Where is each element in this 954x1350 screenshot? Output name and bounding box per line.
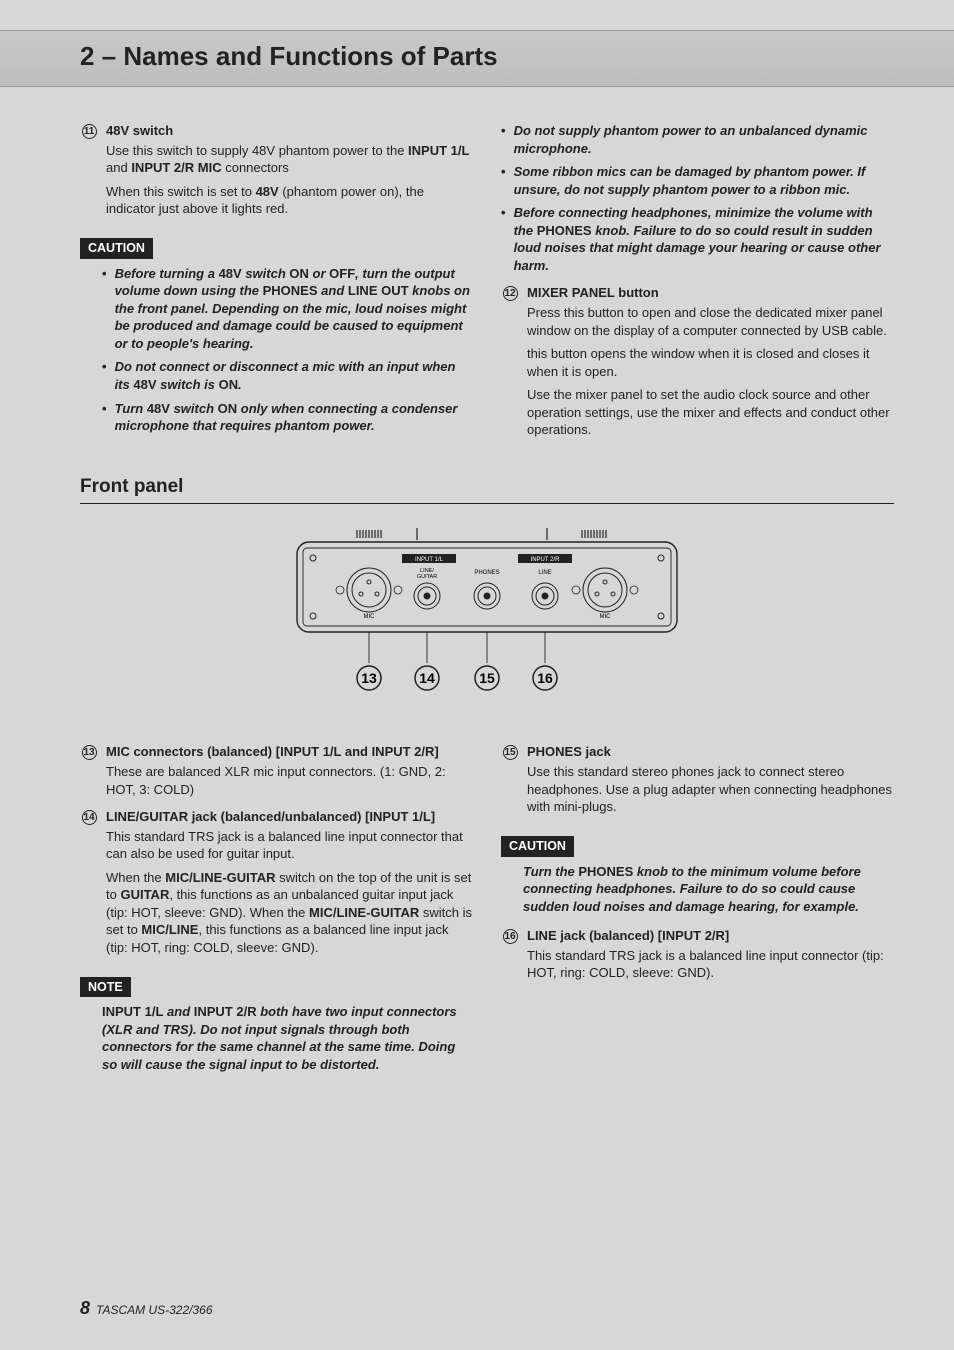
caution-r-bullet-3: Before connecting headphones, minimize t…: [501, 204, 894, 274]
svg-text:INPUT 2/R: INPUT 2/R: [531, 557, 561, 563]
svg-text:16: 16: [537, 670, 553, 686]
caution-label-1: CAUTION: [80, 238, 153, 259]
svg-text:GUITAR: GUITAR: [417, 574, 437, 580]
bottom-left-column: 13 MIC connectors (balanced) [INPUT 1/L …: [80, 743, 473, 1073]
caution-1-bullet-1: Before turning a 48V switch ON or OFF, t…: [102, 265, 473, 353]
footer-model: TASCAM US-322/366: [96, 1302, 213, 1318]
svg-text:INPUT 1/L: INPUT 1/L: [415, 557, 444, 563]
svg-text:LINE: LINE: [538, 570, 551, 576]
item-13-title: MIC connectors (balanced) [INPUT 1/L and…: [106, 743, 473, 761]
caution-list-1: Before turning a 48V switch ON or OFF, t…: [102, 265, 473, 435]
svg-text:MIC: MIC: [600, 614, 612, 620]
note-label: NOTE: [80, 977, 131, 998]
marker-14: 14: [82, 810, 97, 825]
marker-16: 16: [503, 929, 518, 944]
caution-1-bullet-3: Turn 48V switch ON only when connecting …: [102, 400, 473, 435]
svg-text:MIC: MIC: [364, 614, 376, 620]
item-11: 11 48V switch Use this switch to supply …: [80, 122, 473, 224]
page-footer: 8 TASCAM US-322/366: [80, 1296, 213, 1320]
marker-13: 13: [82, 745, 97, 760]
bottom-right-column: 15 PHONES jack Use this standard stereo …: [501, 743, 894, 1073]
bottom-columns: 13 MIC connectors (balanced) [INPUT 1/L …: [80, 743, 894, 1073]
item-12-p3: Use the mixer panel to set the audio clo…: [527, 386, 894, 439]
caution-r-bullet-1: Do not supply phantom power to an unbala…: [501, 122, 894, 157]
item-15-p1: Use this standard stereo phones jack to …: [527, 763, 894, 816]
item-16: 16 LINE jack (balanced) [INPUT 2/R] This…: [501, 927, 894, 988]
svg-text:14: 14: [419, 670, 435, 686]
svg-text:15: 15: [479, 670, 495, 686]
svg-text:13: 13: [361, 670, 377, 686]
item-12: 12 MIXER PANEL button Press this button …: [501, 284, 894, 444]
front-panel-diagram: INPUT 1/L INPUT 2/R LINE/ GUITAR PHONES …: [80, 518, 894, 718]
item-16-title: LINE jack (balanced) [INPUT 2/R]: [527, 927, 894, 945]
marker-11: 11: [82, 124, 97, 139]
caution-1-bullet-2: Do not connect or disconnect a mic with …: [102, 358, 473, 393]
item-16-p1: This standard TRS jack is a balanced lin…: [527, 947, 894, 982]
item-11-title: 48V switch: [106, 122, 473, 140]
item-11-p2: When this switch is set to 48V (phantom …: [106, 183, 473, 218]
item-14-p1: This standard TRS jack is a balanced lin…: [106, 828, 473, 863]
item-12-p2: this button opens the window when it is …: [527, 345, 894, 380]
caution-2-body: Turn the PHONES knob to the minimum volu…: [523, 863, 894, 916]
item-14-p2: When the MIC/LINE-GUITAR switch on the t…: [106, 869, 473, 957]
chapter-title-bar: 2 – Names and Functions of Parts: [0, 30, 954, 87]
item-12-title: MIXER PANEL button: [527, 284, 894, 302]
item-13-p1: These are balanced XLR mic input connect…: [106, 763, 473, 798]
marker-15: 15: [503, 745, 518, 760]
chapter-title: 2 – Names and Functions of Parts: [80, 39, 954, 74]
item-13: 13 MIC connectors (balanced) [INPUT 1/L …: [80, 743, 473, 804]
caution-list-right: Do not supply phantom power to an unbala…: [501, 122, 894, 274]
top-columns: 11 48V switch Use this switch to supply …: [80, 122, 894, 449]
note-body: INPUT 1/L and INPUT 2/R both have two in…: [102, 1003, 473, 1073]
item-15: 15 PHONES jack Use this standard stereo …: [501, 743, 894, 821]
top-left-column: 11 48V switch Use this switch to supply …: [80, 122, 473, 449]
section-heading-front-panel: Front panel: [80, 474, 894, 505]
page-number: 8: [80, 1296, 90, 1320]
item-14: 14 LINE/GUITAR jack (balanced/unbalanced…: [80, 808, 473, 962]
caution-label-2: CAUTION: [501, 836, 574, 857]
item-15-title: PHONES jack: [527, 743, 894, 761]
item-14-title: LINE/GUITAR jack (balanced/unbalanced) […: [106, 808, 473, 826]
item-11-p1: Use this switch to supply 48V phantom po…: [106, 142, 473, 177]
front-panel-svg: INPUT 1/L INPUT 2/R LINE/ GUITAR PHONES …: [287, 518, 687, 718]
marker-12: 12: [503, 286, 518, 301]
caution-r-bullet-2: Some ribbon mics can be damaged by phant…: [501, 163, 894, 198]
svg-text:PHONES: PHONES: [474, 570, 499, 576]
top-right-column: Do not supply phantom power to an unbala…: [501, 122, 894, 449]
item-12-p1: Press this button to open and close the …: [527, 304, 894, 339]
